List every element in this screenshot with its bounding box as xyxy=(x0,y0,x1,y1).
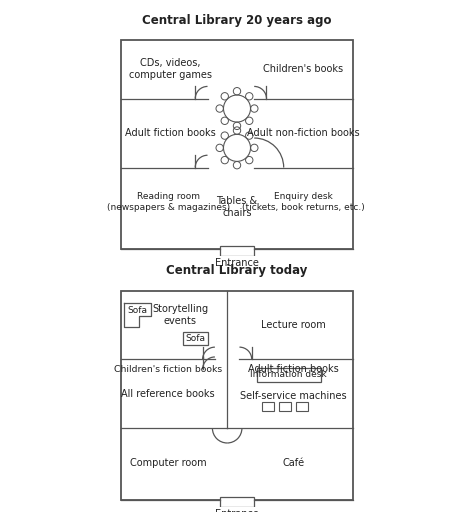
Text: Children's books: Children's books xyxy=(263,64,344,74)
Text: Children's fiction books: Children's fiction books xyxy=(114,365,222,374)
Text: Entrance: Entrance xyxy=(215,259,259,268)
Bar xyxy=(121,291,353,500)
Text: Café: Café xyxy=(283,458,305,467)
Bar xyxy=(296,402,308,411)
Text: Entrance: Entrance xyxy=(215,509,259,512)
Bar xyxy=(220,497,254,507)
Text: Sofa: Sofa xyxy=(128,306,147,315)
Text: Adult fiction books: Adult fiction books xyxy=(125,128,216,138)
Text: Enquiry desk
(tickets, book returns, etc.): Enquiry desk (tickets, book returns, etc… xyxy=(242,192,365,211)
Bar xyxy=(183,332,208,345)
Text: Self-service machines: Self-service machines xyxy=(240,391,347,401)
Bar xyxy=(121,40,353,249)
Text: Sofa: Sofa xyxy=(185,334,205,343)
Bar xyxy=(256,368,320,381)
Text: Lecture room: Lecture room xyxy=(261,320,326,330)
Text: Storytelling
events: Storytelling events xyxy=(153,305,209,326)
Text: CDs, videos,
computer games: CDs, videos, computer games xyxy=(129,58,212,80)
Text: Tables &
chairs: Tables & chairs xyxy=(217,196,257,218)
Bar xyxy=(279,402,291,411)
Text: Adult fiction books: Adult fiction books xyxy=(248,364,339,374)
Bar xyxy=(220,246,254,256)
Bar xyxy=(262,402,274,411)
Text: Information desk: Information desk xyxy=(250,370,327,379)
Text: Computer room: Computer room xyxy=(130,458,207,467)
Text: All reference books: All reference books xyxy=(121,389,215,399)
Text: Adult non-fiction books: Adult non-fiction books xyxy=(247,128,360,138)
Text: Central Library today: Central Library today xyxy=(166,265,308,278)
Text: Reading room
(newspapers & magazines): Reading room (newspapers & magazines) xyxy=(107,192,230,211)
Text: Central Library 20 years ago: Central Library 20 years ago xyxy=(142,14,332,27)
